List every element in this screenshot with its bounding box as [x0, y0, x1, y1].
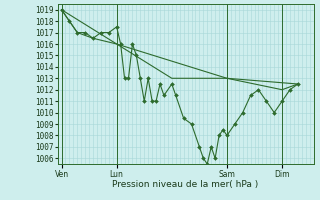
X-axis label: Pression niveau de la mer( hPa ): Pression niveau de la mer( hPa ) [112, 180, 259, 189]
